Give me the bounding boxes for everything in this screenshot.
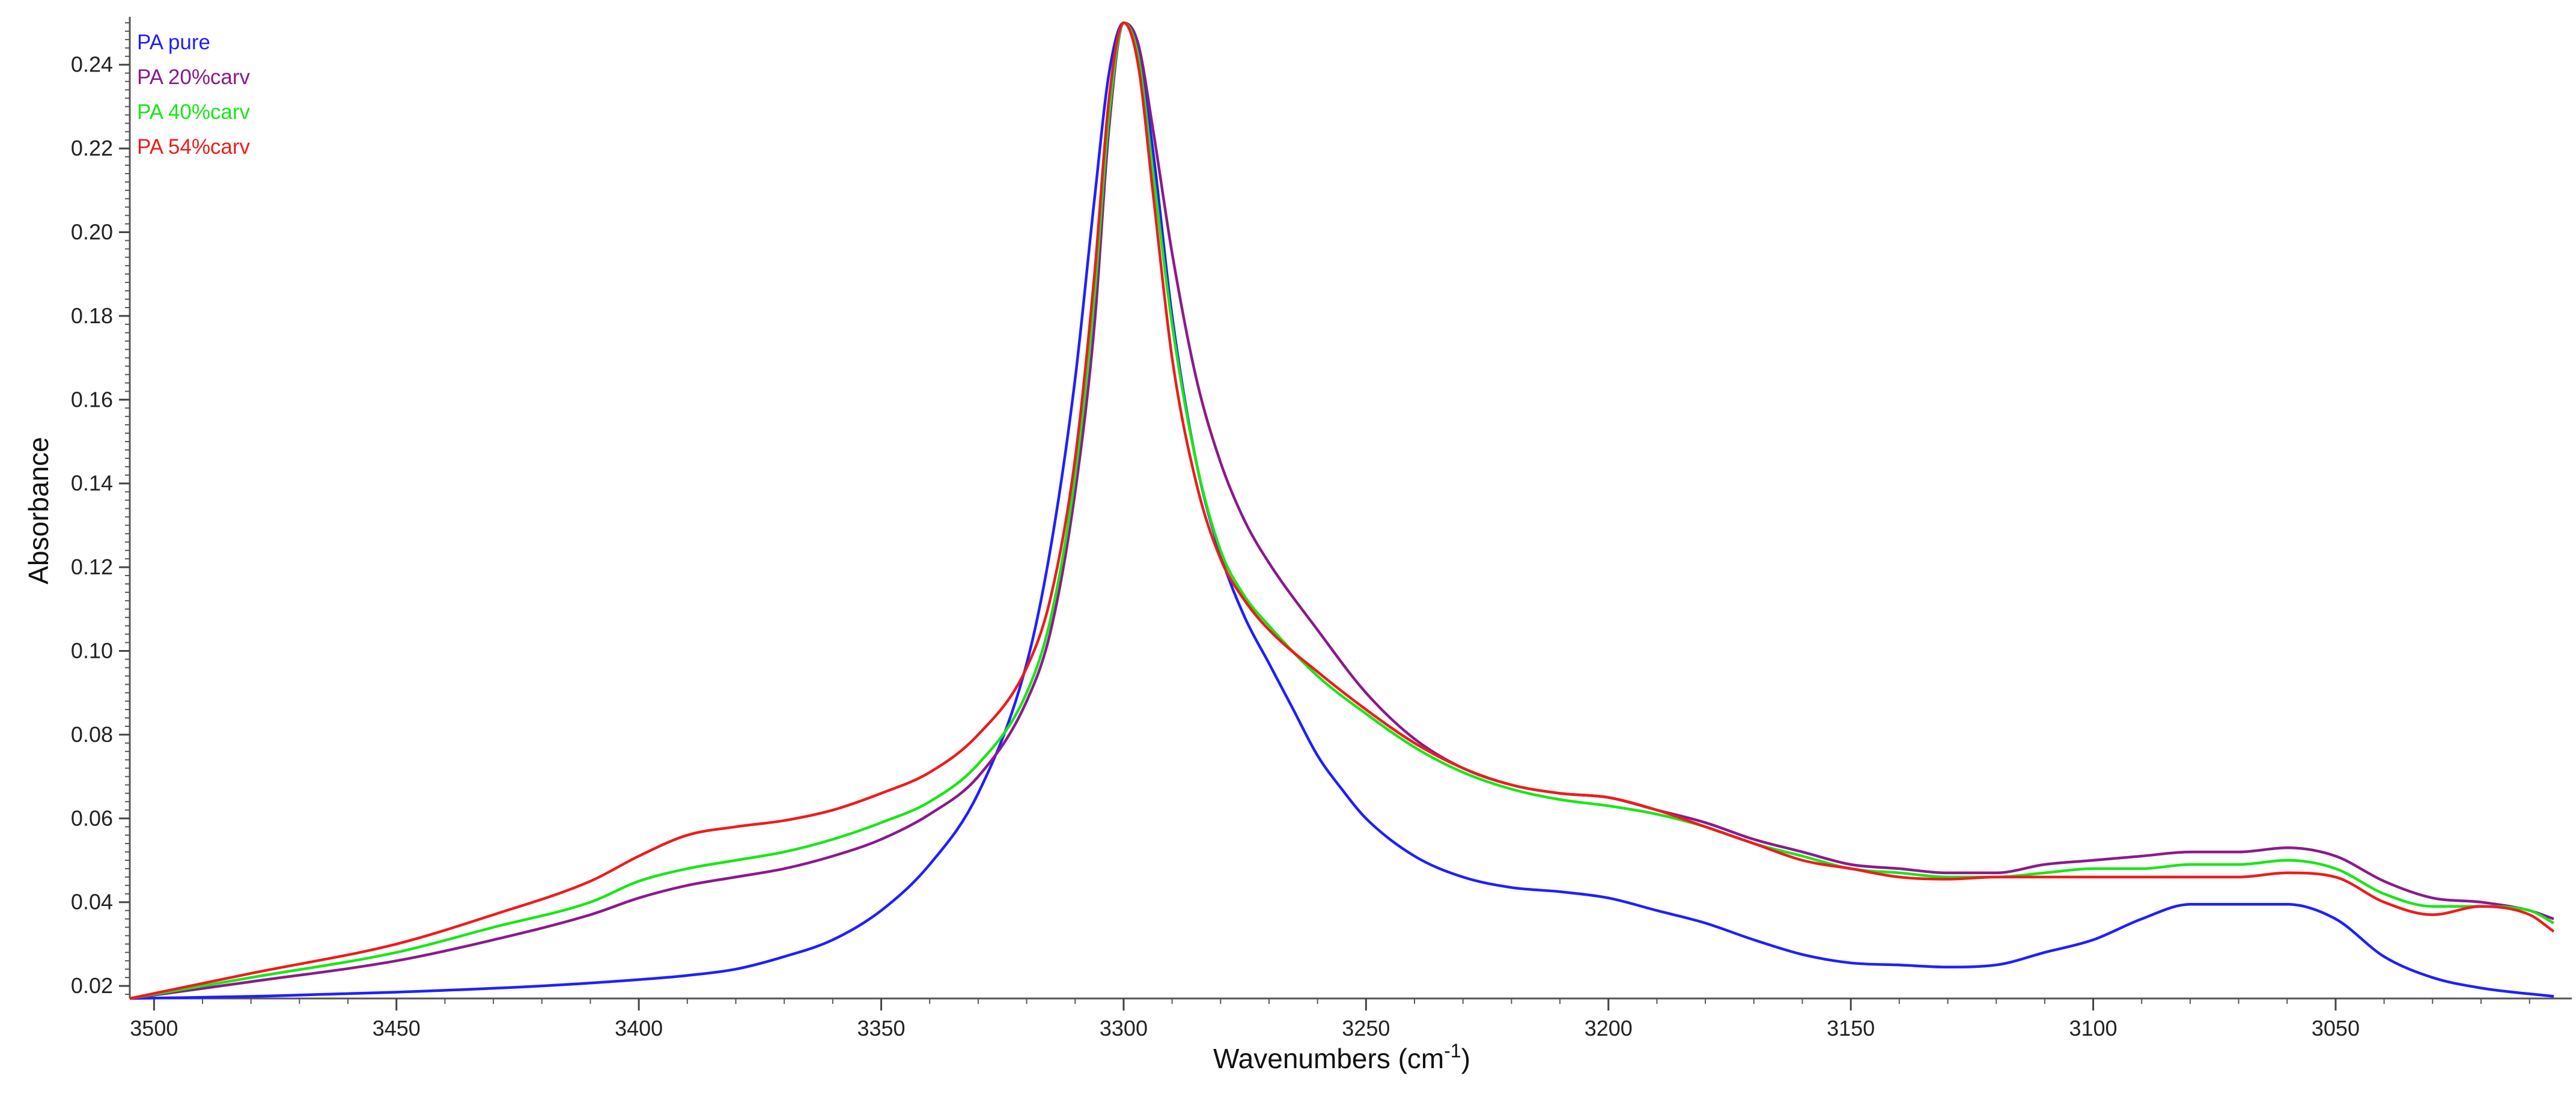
y-tick-label: 0.22 bbox=[71, 136, 113, 160]
series-line-pa-40-carv bbox=[129, 21, 2555, 1000]
x-tick-label: 3150 bbox=[1827, 1016, 1875, 1041]
y-tick-label: 0.02 bbox=[71, 973, 113, 998]
legend-entry-pa-54-carv: PA 54%carv bbox=[137, 135, 251, 159]
x-tick-label: 3250 bbox=[1342, 1016, 1390, 1041]
x-axis-title-superscript: -1 bbox=[1444, 1040, 1461, 1062]
y-tick-label: 0.20 bbox=[71, 219, 113, 244]
legend: PA pure PA 20%carv PA 40%carv PA 54%carv bbox=[137, 31, 251, 159]
y-axis-title: Absorbance bbox=[23, 437, 54, 585]
x-axis-title-close: ) bbox=[1461, 1043, 1470, 1074]
legend-entry-pa-40-carv: PA 40%carv bbox=[137, 100, 251, 124]
x-tick-label: 3500 bbox=[130, 1016, 178, 1041]
y-tick-label: 0.04 bbox=[71, 890, 113, 914]
y-tick-label: 0.10 bbox=[71, 638, 113, 663]
x-tick-label: 3100 bbox=[2069, 1016, 2117, 1041]
y-tick-label: 0.18 bbox=[71, 303, 113, 328]
series-line-pa-pure bbox=[129, 21, 2554, 1000]
axes: 0.02 0.04 0.06 0.08 0.10 0.12 0.14 0.16 0.18 0.20… bbox=[71, 17, 2572, 1041]
y-tick-label: 0.12 bbox=[71, 555, 113, 579]
y-tick-label: 0.16 bbox=[71, 387, 113, 412]
x-tick-label: 3050 bbox=[2312, 1016, 2360, 1041]
x-axis-title: Wavenumbers (cm-1) bbox=[1213, 1040, 1470, 1074]
x-tick-label: 3400 bbox=[615, 1016, 663, 1041]
legend-entry-pa-pure: PA pure bbox=[137, 31, 210, 54]
series-line-pa-54-carv bbox=[129, 21, 2555, 1000]
y-tick-label: 0.24 bbox=[71, 52, 113, 77]
x-tick-label: 3300 bbox=[1100, 1016, 1148, 1041]
x-axis-title-base: Wavenumbers (cm bbox=[1213, 1043, 1444, 1074]
x-tick-label: 3200 bbox=[1585, 1016, 1633, 1041]
y-tick-label: 0.08 bbox=[71, 722, 113, 747]
legend-entry-pa-20-carv: PA 20%carv bbox=[137, 65, 251, 89]
data-series bbox=[129, 21, 2555, 1000]
x-tick-label: 3450 bbox=[373, 1016, 421, 1041]
x-tick-label: 3350 bbox=[857, 1016, 905, 1041]
y-tick-label: 0.14 bbox=[71, 471, 113, 496]
series-line-pa-20-carv bbox=[129, 21, 2554, 1000]
y-tick-label: 0.06 bbox=[71, 806, 113, 830]
